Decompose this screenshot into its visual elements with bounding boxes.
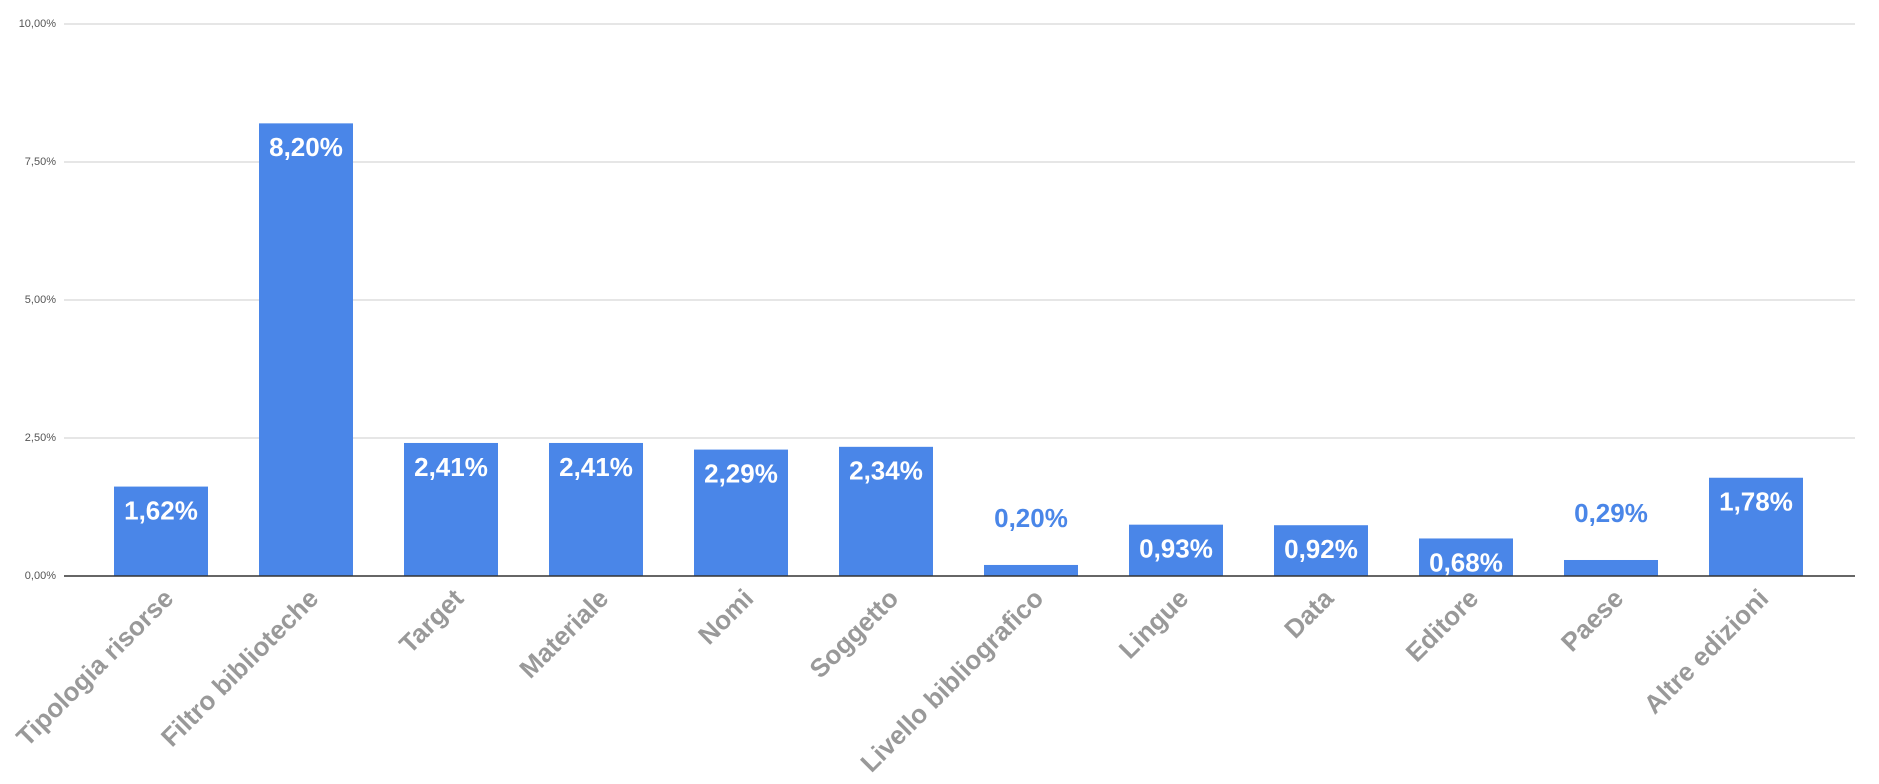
- value-label: 1,78%: [1719, 487, 1793, 517]
- x-tick-label: Data: [1278, 583, 1339, 644]
- x-tick-label: Nomi: [692, 583, 759, 650]
- value-label: 0,29%: [1574, 498, 1648, 528]
- bar: [694, 449, 788, 576]
- y-tick-label: 7,50%: [25, 156, 56, 168]
- bar: [404, 442, 498, 576]
- value-label: 0,68%: [1429, 547, 1503, 577]
- y-tick-label: 0,00%: [25, 570, 56, 582]
- bar: [259, 123, 353, 577]
- x-tick-label: Altre edizioni: [1638, 583, 1775, 720]
- value-label: 2,41%: [559, 452, 633, 482]
- value-label: 2,29%: [704, 458, 778, 488]
- bar: [1274, 525, 1368, 576]
- y-tick-label: 2,50%: [25, 432, 56, 444]
- y-tick-label: 5,00%: [25, 294, 56, 306]
- bar: [839, 446, 933, 576]
- x-tick-label: Lingue: [1113, 583, 1194, 664]
- y-tick-label: 10,00%: [19, 18, 57, 30]
- value-label: 0,20%: [994, 503, 1068, 533]
- x-tick-label: Target: [393, 583, 469, 659]
- x-tick-label: Paese: [1555, 583, 1629, 657]
- bar: [114, 486, 208, 576]
- value-label: 1,62%: [124, 495, 198, 525]
- bar: [1709, 477, 1803, 576]
- value-label: 0,92%: [1284, 534, 1358, 564]
- bar: [549, 442, 643, 576]
- value-label: 0,93%: [1139, 534, 1213, 564]
- x-tick-label: Materiale: [513, 583, 614, 684]
- bar: [1419, 538, 1513, 576]
- x-tick-label: Soggetto: [803, 583, 904, 684]
- bar: [1129, 524, 1223, 576]
- x-tick-label: Editore: [1400, 583, 1485, 668]
- value-label: 2,41%: [414, 452, 488, 482]
- value-label: 8,20%: [269, 132, 343, 162]
- bar: [984, 564, 1078, 576]
- value-label: 2,34%: [849, 456, 923, 486]
- x-tick-label: Filtro biblioteche: [155, 583, 324, 752]
- bar: [1564, 559, 1658, 576]
- x-tick-label: Tipologia risorse: [10, 583, 179, 752]
